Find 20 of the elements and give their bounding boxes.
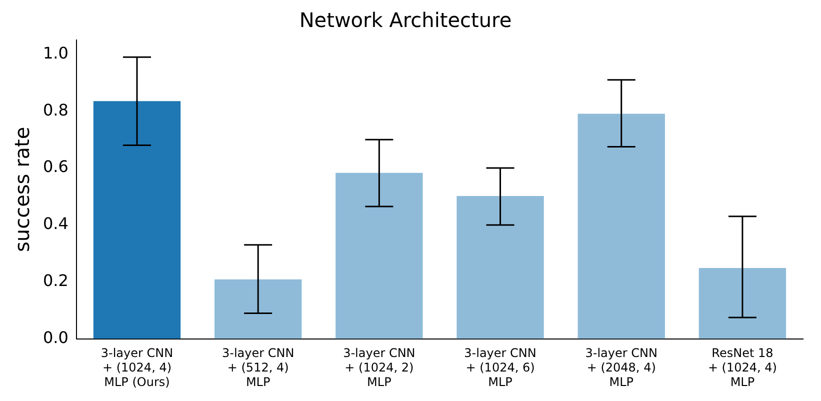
bar [456,196,544,339]
y-tick-label: 0.4 [42,214,68,234]
bar [214,279,302,339]
bar [578,114,665,339]
x-tick-label: 3-layer CNN + (1024, 2) MLP [343,346,416,389]
x-tick-label: 3-layer CNN + (1024, 6) MLP [464,346,536,389]
y-tick-label: 0.8 [42,100,68,120]
bar [336,172,423,339]
x-tick-label: 3-layer CNN + (512, 4) MLP [222,346,294,389]
y-tick-label: 1.0 [42,43,68,62]
x-tick-label: ResNet 18 + (1024, 4) MLP [708,346,777,389]
bar [93,101,181,339]
y-axis-title: success rate [10,126,34,252]
y-tick-label: 0.6 [42,157,68,176]
y-tick-label: 0.2 [42,271,68,290]
x-tick-label: 3-layer CNN + (2048, 4) MLP [585,346,658,389]
y-tick-label: 0.0 [42,328,68,347]
bar [698,268,786,339]
x-tick-label: 3-layer CNN + (1024, 4) MLP (Ours) [100,346,174,389]
chart-title: Network Architecture [299,8,512,32]
